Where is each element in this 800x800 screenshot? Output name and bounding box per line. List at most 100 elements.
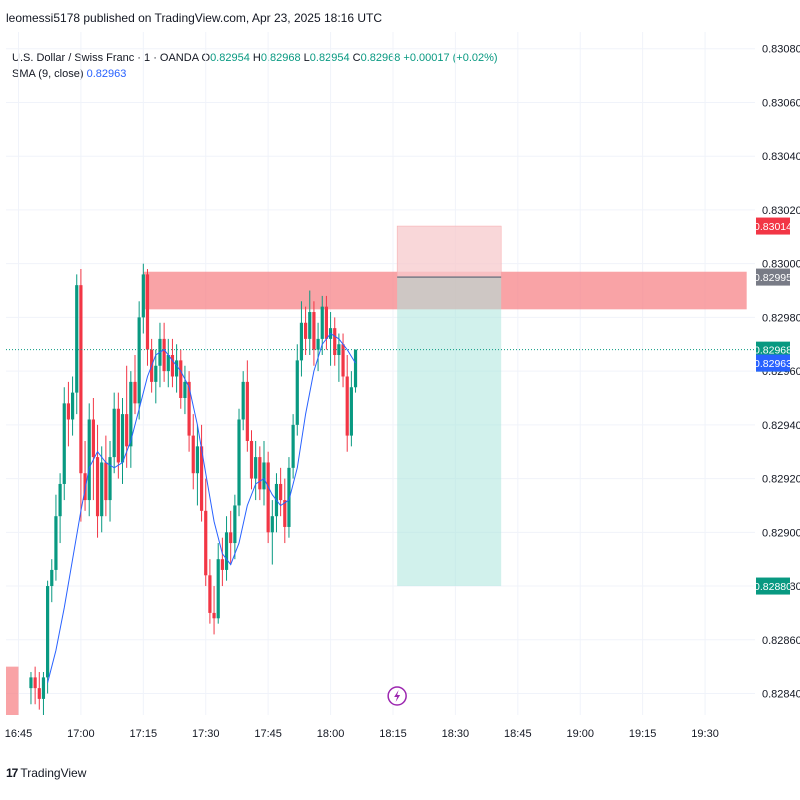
candle-body (100, 462, 104, 517)
candle-body (108, 457, 112, 501)
candle-body (179, 360, 183, 398)
candle-body (299, 322, 304, 361)
price-label: 0.82963 (754, 358, 792, 370)
high-label: H (252, 52, 261, 64)
left-demand-zone (6, 666, 19, 715)
sma-value: 0.82963 (86, 68, 127, 80)
candle-body (125, 414, 129, 447)
x-tick-label: 17:00 (67, 728, 95, 740)
chart-legend: U.S. Dollar / Swiss Franc · 1 · OANDA O0… (12, 50, 498, 82)
candle-body (216, 559, 220, 619)
candle-body (70, 392, 75, 420)
candle-body (166, 355, 170, 372)
candle-body (41, 677, 46, 699)
tradingview-wordmark: TradingView (20, 766, 87, 780)
candle-body (287, 467, 291, 527)
candle-body (312, 312, 316, 350)
y-tick-label: 0.83040 (762, 151, 800, 163)
close-value: 0.82968 (360, 52, 401, 64)
low-label: L (303, 52, 310, 64)
candle-body (66, 403, 71, 420)
candle-body (116, 408, 120, 463)
candle-body (316, 338, 320, 350)
candle-body (245, 381, 249, 441)
sma-line (47, 332, 356, 683)
x-tick-label: 18:15 (379, 728, 407, 740)
ohlc-row: U.S. Dollar / Swiss Franc · 1 · OANDA O0… (12, 50, 498, 66)
y-tick-label: 0.82840 (762, 689, 800, 701)
candle-body (104, 462, 108, 501)
candle-body (266, 462, 270, 533)
candle-body (187, 381, 191, 436)
candle-body (283, 500, 287, 527)
sma-label[interactable]: SMA (9, close) (12, 68, 84, 80)
candle-body (258, 457, 262, 490)
candle-body (341, 344, 345, 377)
candle-body (133, 381, 137, 404)
y-tick-label: 0.82940 (762, 420, 800, 432)
stop-loss-box (396, 225, 502, 278)
candle-body (50, 569, 54, 587)
y-tick-label: 0.82980 (762, 312, 800, 324)
candle-body (195, 446, 200, 474)
x-tick-label: 17:30 (192, 728, 220, 740)
candle-body (33, 677, 37, 689)
tradingview-brand: 17 TradingView (6, 766, 86, 780)
change-value: +0.00017 (+0.02%) (403, 52, 498, 64)
published-header: leomessi5178 published on TradingView.co… (6, 11, 383, 25)
candle-body (229, 532, 233, 544)
candle-body (129, 381, 133, 447)
high-value: 0.82968 (260, 52, 301, 64)
candle-body (291, 424, 295, 468)
candle-body (349, 387, 353, 436)
candle-body (308, 312, 312, 339)
candle-body (237, 419, 241, 506)
candle-body (212, 612, 216, 619)
candle-body (233, 505, 237, 544)
y-tick-label: 0.83020 (762, 205, 800, 217)
y-tick-label: 0.83060 (762, 97, 800, 109)
candle-body (345, 376, 349, 436)
candle-body (241, 381, 245, 420)
price-label: 0.82880 (754, 581, 792, 593)
candle-body (29, 677, 33, 689)
candle-body (91, 419, 95, 458)
candle-body (304, 322, 308, 339)
y-tick-label: 0.82860 (762, 635, 800, 647)
candle-body (79, 285, 83, 474)
candle-body (154, 365, 158, 382)
x-tick-label: 19:00 (566, 728, 594, 740)
candle-body (145, 274, 150, 350)
candle-body (337, 344, 341, 356)
open-value: 0.82954 (210, 52, 250, 64)
x-tick-label: 18:45 (504, 728, 532, 740)
candle-body (137, 317, 141, 404)
price-label: 0.82995 (754, 272, 792, 284)
x-tick-label: 17:45 (254, 728, 282, 740)
candle-body (224, 532, 229, 570)
candle-body (87, 419, 91, 501)
candle-body (353, 349, 358, 388)
candle-body (75, 285, 79, 393)
symbol-name[interactable]: U.S. Dollar / Swiss Franc · 1 · OANDA (12, 52, 199, 64)
candle-body (333, 328, 337, 356)
candle-body (320, 306, 324, 339)
candle-body (170, 355, 175, 377)
price-label: 0.83014 (754, 221, 792, 233)
candle-body (324, 306, 329, 339)
x-tick-label: 19:30 (691, 728, 719, 740)
candle-body (279, 483, 283, 501)
price-label: 0.82968 (754, 345, 792, 357)
candle-body (54, 516, 58, 570)
x-tick-label: 19:15 (629, 728, 657, 740)
x-tick-label: 16:45 (5, 728, 33, 740)
candle-body (112, 408, 116, 458)
lightning-bolt-icon (394, 690, 401, 702)
candle-body (270, 516, 274, 533)
candle-body (204, 510, 208, 576)
candle-body (58, 483, 62, 517)
candle-body (120, 414, 125, 463)
candle-body (95, 457, 100, 517)
take-profit-box (397, 277, 502, 587)
